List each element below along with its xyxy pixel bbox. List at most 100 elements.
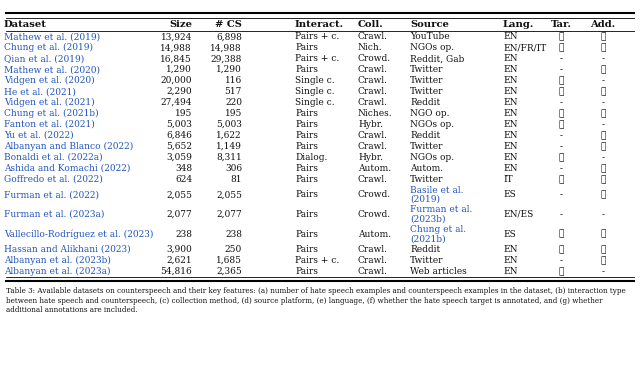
Text: Twitter: Twitter <box>410 256 444 265</box>
Text: ✓: ✓ <box>600 43 605 52</box>
Text: Pairs + c.: Pairs + c. <box>295 54 339 63</box>
Text: ✓: ✓ <box>600 190 605 199</box>
Text: 6,898: 6,898 <box>216 32 242 41</box>
Text: 5,003: 5,003 <box>166 120 192 129</box>
Text: Tar.: Tar. <box>550 20 572 29</box>
Text: ✓: ✓ <box>558 87 564 96</box>
Text: ✓: ✓ <box>600 142 605 151</box>
Text: 1,290: 1,290 <box>216 65 242 74</box>
Text: 1,622: 1,622 <box>216 131 242 140</box>
Text: Yu et al. (2022): Yu et al. (2022) <box>4 131 74 140</box>
Text: Nich.: Nich. <box>358 43 383 52</box>
Text: # CS: # CS <box>215 20 242 29</box>
Text: 1,685: 1,685 <box>216 256 242 265</box>
Text: 6,846: 6,846 <box>166 131 192 140</box>
Text: Reddit: Reddit <box>410 131 440 140</box>
Text: EN: EN <box>503 32 518 41</box>
Text: Crawl.: Crawl. <box>358 267 388 276</box>
Text: Pairs + c.: Pairs + c. <box>295 256 339 265</box>
Text: EN: EN <box>503 109 518 118</box>
Text: Autom.: Autom. <box>410 164 443 173</box>
Text: ✓: ✓ <box>600 256 605 265</box>
Text: ✓: ✓ <box>600 109 605 118</box>
Text: Niches.: Niches. <box>358 109 392 118</box>
Text: 54,816: 54,816 <box>160 267 192 276</box>
Text: ES: ES <box>503 230 516 239</box>
Text: ✓: ✓ <box>600 230 605 239</box>
Text: ✓: ✓ <box>558 245 564 254</box>
Text: 2,055: 2,055 <box>216 190 242 199</box>
Text: EN: EN <box>503 76 518 85</box>
Text: 8,311: 8,311 <box>216 153 242 162</box>
Text: Table 3: Available datasets on counterspeech and their key features: (a) number : Table 3: Available datasets on countersp… <box>6 287 625 314</box>
Text: -: - <box>559 190 563 199</box>
Text: Pairs: Pairs <box>295 65 318 74</box>
Text: 348: 348 <box>175 164 192 173</box>
Text: Crawl.: Crawl. <box>358 76 388 85</box>
Text: Crawl.: Crawl. <box>358 142 388 151</box>
Text: Twitter: Twitter <box>410 175 444 184</box>
Text: ✓: ✓ <box>600 131 605 140</box>
Text: Vidgen et al. (2021): Vidgen et al. (2021) <box>4 98 95 107</box>
Text: -: - <box>602 76 605 85</box>
Text: Hassan and Alikhani (2023): Hassan and Alikhani (2023) <box>4 245 131 254</box>
Text: Albanyan et al. (2023a): Albanyan et al. (2023a) <box>4 267 111 276</box>
Text: Single c.: Single c. <box>295 98 335 107</box>
Text: EN: EN <box>503 245 518 254</box>
Text: -: - <box>602 153 605 162</box>
Text: Albanyan et al. (2023b): Albanyan et al. (2023b) <box>4 256 111 265</box>
Text: -: - <box>559 142 563 151</box>
Text: Mathew et al. (2020): Mathew et al. (2020) <box>4 65 100 74</box>
Text: EN: EN <box>503 120 518 129</box>
Text: Reddit, Gab: Reddit, Gab <box>410 54 465 63</box>
Text: 2,621: 2,621 <box>166 256 192 265</box>
Text: 20,000: 20,000 <box>161 76 192 85</box>
Text: Chung et al.: Chung et al. <box>410 225 466 234</box>
Text: Web articles: Web articles <box>410 267 467 276</box>
Text: Pairs: Pairs <box>295 267 318 276</box>
Text: (2023b): (2023b) <box>410 214 445 224</box>
Text: Single c.: Single c. <box>295 76 335 85</box>
Text: Twitter: Twitter <box>410 65 444 74</box>
Text: Goffredo et al. (2022): Goffredo et al. (2022) <box>4 175 103 184</box>
Text: -: - <box>559 65 563 74</box>
Text: 3,059: 3,059 <box>166 153 192 162</box>
Text: ✓: ✓ <box>558 76 564 85</box>
Text: Pairs: Pairs <box>295 109 318 118</box>
Text: Add.: Add. <box>590 20 616 29</box>
Text: -: - <box>559 210 563 219</box>
Text: Twitter: Twitter <box>410 87 444 96</box>
Text: 5,652: 5,652 <box>166 142 192 151</box>
Text: -: - <box>559 54 563 63</box>
Text: Reddit: Reddit <box>410 245 440 254</box>
Text: -: - <box>602 98 605 107</box>
Text: YouTube: YouTube <box>410 32 450 41</box>
Text: Pairs: Pairs <box>295 175 318 184</box>
Text: 16,845: 16,845 <box>160 54 192 63</box>
Text: Vallecillo-Rodríguez et al. (2023): Vallecillo-Rodríguez et al. (2023) <box>4 230 154 239</box>
Text: Crowd.: Crowd. <box>358 190 391 199</box>
Text: 1,290: 1,290 <box>166 65 192 74</box>
Text: Pairs: Pairs <box>295 164 318 173</box>
Text: 27,494: 27,494 <box>161 98 192 107</box>
Text: EN/ES: EN/ES <box>503 210 533 219</box>
Text: Albanyan and Blanco (2022): Albanyan and Blanco (2022) <box>4 142 133 151</box>
Text: He et al. (2021): He et al. (2021) <box>4 87 76 96</box>
Text: Lang.: Lang. <box>503 20 534 29</box>
Text: ✓: ✓ <box>558 230 564 239</box>
Text: 2,077: 2,077 <box>166 210 192 219</box>
Text: ✓: ✓ <box>558 267 564 276</box>
Text: Pairs + c.: Pairs + c. <box>295 32 339 41</box>
Text: 14,988: 14,988 <box>161 43 192 52</box>
Text: 195: 195 <box>175 109 192 118</box>
Text: Crawl.: Crawl. <box>358 98 388 107</box>
Text: ES: ES <box>503 190 516 199</box>
Text: Single c.: Single c. <box>295 87 335 96</box>
Text: 14,988: 14,988 <box>211 43 242 52</box>
Text: EN: EN <box>503 98 518 107</box>
Text: -: - <box>602 120 605 129</box>
Text: -: - <box>602 267 605 276</box>
Text: Crawl.: Crawl. <box>358 245 388 254</box>
Text: Autom.: Autom. <box>358 164 391 173</box>
Text: Chung et al. (2019): Chung et al. (2019) <box>4 43 93 52</box>
